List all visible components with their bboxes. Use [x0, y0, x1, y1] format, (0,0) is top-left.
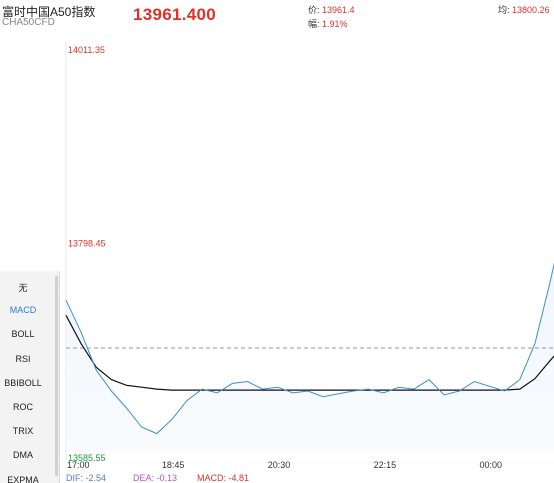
indicator-item-rsi[interactable]: RSI [15, 353, 31, 364]
instrument-code: CHA50CFD [2, 17, 55, 28]
indicator-item-boll[interactable]: BOLL [11, 329, 35, 340]
chart-svg[interactable]: 14011.35 13798.45 13585.55 17:00 18:45 20:30… [0, 30, 554, 483]
price-label: 价: [308, 5, 320, 15]
indicator-item-trix[interactable]: TRIX [12, 426, 34, 437]
x-tick-label: 00:00 [480, 460, 503, 470]
y-tick-label: 14011.35 [68, 45, 105, 55]
x-tick-label: 18:45 [162, 460, 185, 470]
average-label: 均: [498, 5, 510, 15]
price-value: 13961.4 [322, 5, 355, 15]
series-line-average [65, 315, 554, 391]
indicator-item-expma[interactable]: EXPMA [7, 474, 39, 483]
price-readout: 价: 13961.4 [308, 3, 355, 16]
indicator-item-roc[interactable]: ROC [13, 402, 33, 412]
indicator-menu: 无 MACD BOLL RSI BBIBOLL ROC TRIX DMA EXPMA [0, 271, 60, 483]
last-price: 13961.400 [133, 5, 217, 24]
quote-header: 富时中国A50指数 CHA50CFD 13961.400 价: 13961.4 … [0, 0, 554, 30]
indicator-menu-scrollbar[interactable] [55, 276, 58, 476]
change-label: 幅: [308, 19, 320, 29]
indicator-item-macd[interactable]: MACD [9, 305, 37, 316]
indicator-item-无[interactable]: 无 [18, 283, 28, 293]
y-tick-label: 13585.55 [68, 453, 106, 463]
indicator-item-dma[interactable]: DMA [13, 450, 33, 461]
x-tick-label: 20:30 [268, 460, 291, 470]
macd-dea-value: DEA: -0.13 [133, 473, 178, 483]
change-readout: 幅: 1.91% [308, 17, 348, 30]
average-value: 13800.26 [512, 5, 550, 15]
indicator-item-bbiboll[interactable]: BBIBOLL [4, 377, 42, 388]
x-tick-label: 22:15 [374, 460, 397, 470]
change-value: 1.91% [322, 19, 348, 29]
series-line-price [65, 262, 554, 435]
average-readout: 均: 13800.26 [498, 3, 550, 16]
instrument-name: 富时中国A50指数 [2, 5, 96, 19]
intraday-chart[interactable]: 14011.35 13798.45 13585.55 17:00 18:45 20:30… [0, 30, 554, 483]
y-tick-label: 13798.45 [68, 239, 106, 249]
macd-histogram-value: MACD: -4.81 [197, 473, 250, 483]
x-tick-label: 17:00 [67, 460, 90, 470]
macd-dif-value: DIF: -2.54 [66, 473, 107, 483]
price-area-fill [66, 264, 554, 452]
